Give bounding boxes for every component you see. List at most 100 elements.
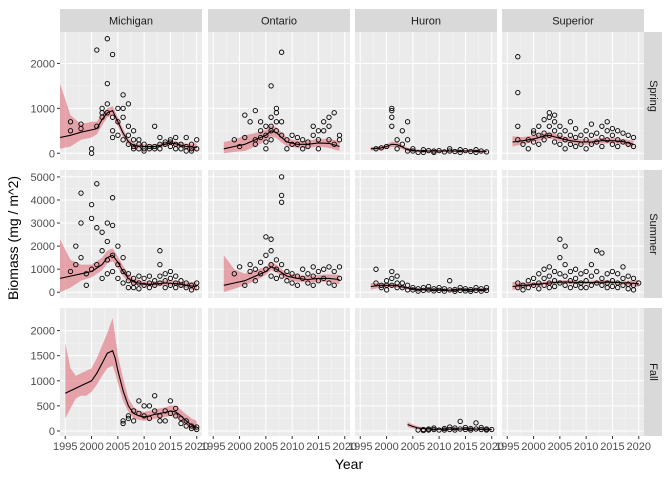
data-point: [183, 423, 189, 429]
data-point: [284, 278, 290, 284]
data-point: [478, 288, 484, 294]
data-point: [99, 248, 105, 254]
data-point: [515, 137, 521, 143]
data-point: [551, 139, 558, 145]
data-point: [125, 123, 132, 129]
data-point: [599, 250, 605, 256]
data-point: [109, 252, 116, 258]
data-point: [594, 280, 600, 286]
data-point: [125, 271, 132, 277]
data-point: [473, 420, 479, 426]
data-point: [104, 238, 110, 245]
confidence-band: [60, 83, 197, 152]
data-point: [120, 268, 126, 275]
data-point: [141, 403, 147, 409]
data-point: [263, 146, 269, 152]
data-point: [394, 137, 400, 143]
data-point: [536, 141, 542, 147]
data-point: [273, 275, 280, 282]
data-point: [120, 418, 126, 424]
data-point: [263, 252, 269, 258]
data-point: [599, 134, 605, 141]
data-point: [141, 275, 147, 282]
data-point: [104, 110, 110, 116]
data-point: [326, 280, 332, 286]
data-point: [331, 268, 337, 275]
data-point: [263, 132, 269, 138]
data-point: [473, 149, 479, 156]
data-point: [136, 398, 142, 404]
panel-ontario-spring: [208, 32, 350, 160]
data-point: [578, 271, 584, 277]
data-point: [94, 225, 100, 231]
data-point: [167, 268, 174, 275]
data-point: [441, 427, 448, 433]
data-point: [104, 220, 110, 226]
data-point: [146, 273, 153, 279]
data-point: [289, 141, 295, 147]
data-point: [441, 149, 448, 155]
data-point: [389, 114, 395, 120]
data-point: [572, 282, 579, 288]
data-point: [468, 427, 474, 433]
data-point: [242, 282, 248, 288]
data-point: [536, 271, 542, 277]
data-point: [478, 286, 484, 292]
data-point: [620, 130, 626, 136]
data-point: [305, 271, 311, 277]
fit-line: [223, 130, 340, 150]
data-point: [336, 275, 343, 282]
data-point: [315, 128, 322, 134]
row-strip: [644, 170, 662, 298]
data-point: [141, 282, 147, 288]
data-point: [194, 424, 200, 430]
data-point: [268, 273, 274, 279]
data-point: [263, 234, 269, 240]
data-point: [447, 278, 453, 284]
data-point: [557, 236, 563, 242]
data-point: [536, 123, 542, 129]
data-point: [583, 128, 589, 134]
data-point: [604, 128, 610, 134]
data-point: [125, 413, 132, 419]
data-point: [410, 146, 416, 152]
data-point: [257, 134, 264, 141]
data-point: [268, 137, 274, 143]
data-point: [431, 286, 437, 292]
x-tick-label: 2000: [374, 441, 398, 453]
data-point: [588, 121, 595, 127]
data-point: [588, 282, 595, 288]
data-point: [562, 128, 568, 134]
data-point: [194, 146, 200, 152]
y-tick-label: 5000: [31, 172, 55, 184]
data-point: [567, 119, 574, 125]
data-point: [462, 288, 469, 294]
x-tick-label: 2020: [479, 441, 503, 453]
data-point: [546, 114, 552, 120]
data-point: [300, 266, 306, 272]
data-point: [183, 134, 189, 141]
data-point: [541, 130, 547, 136]
confidence-band: [223, 125, 340, 154]
data-point: [404, 137, 411, 143]
data-point: [452, 288, 458, 294]
data-point: [183, 418, 189, 424]
data-point: [604, 137, 610, 143]
data-point: [389, 123, 395, 129]
data-point: [546, 123, 552, 129]
data-point: [125, 415, 132, 422]
data-point: [321, 266, 327, 272]
confidence-band: [370, 283, 487, 292]
data-point: [162, 271, 168, 277]
data-point: [157, 261, 163, 268]
data-point: [115, 119, 121, 125]
data-point: [583, 284, 589, 291]
x-tick-label: 2020: [626, 441, 650, 453]
column-strip: [208, 9, 350, 32]
data-point: [83, 271, 89, 277]
data-point: [252, 266, 258, 272]
data-point: [263, 139, 269, 145]
data-point: [109, 51, 116, 58]
column-strip-label: Huron: [411, 16, 441, 28]
data-point: [520, 141, 526, 147]
